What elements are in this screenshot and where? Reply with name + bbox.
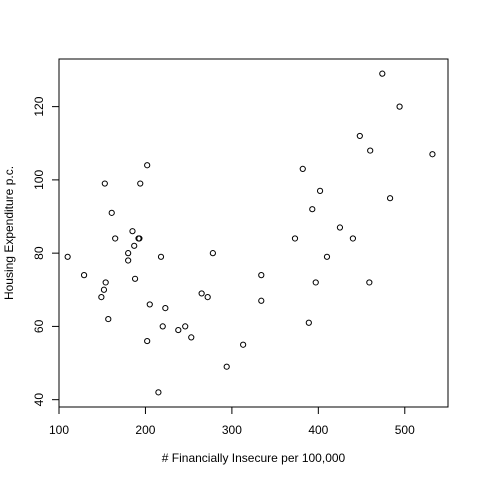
data-point <box>366 279 373 286</box>
data-point <box>204 294 211 301</box>
data-point <box>162 304 169 312</box>
x-tick-label: 500 <box>395 423 415 437</box>
data-point <box>129 228 136 235</box>
data-point <box>146 301 153 308</box>
data-point <box>155 389 162 396</box>
y-axis-label: Housing Expenditure p.c. <box>2 166 16 300</box>
data-point <box>396 103 403 110</box>
data-point <box>144 162 151 169</box>
data-point <box>157 253 165 260</box>
data-point <box>136 235 143 242</box>
data-point <box>240 341 247 348</box>
data-point <box>258 297 265 304</box>
data-point <box>198 290 205 297</box>
data-point <box>299 165 306 172</box>
data-point <box>291 235 299 242</box>
data-point <box>125 250 132 257</box>
x-axis-label: # Financially Insecure per 100,000 <box>162 451 346 465</box>
data-point <box>131 242 138 249</box>
data-point <box>356 132 363 140</box>
data-point <box>102 279 109 286</box>
x-tick-label: 400 <box>308 423 328 437</box>
data-point <box>323 253 331 260</box>
data-point <box>258 272 265 279</box>
x-axis: 100 200 300 400 500 <box>49 407 415 437</box>
data-point <box>159 323 166 330</box>
data-point <box>64 253 71 260</box>
data-point <box>80 272 88 279</box>
data-point <box>182 323 189 330</box>
data-point <box>305 319 312 326</box>
data-point <box>188 334 195 341</box>
y-tick-label: 120 <box>32 96 46 116</box>
data-point <box>316 187 324 194</box>
x-tick-label: 200 <box>135 423 155 437</box>
data-point <box>100 286 108 293</box>
data-point <box>309 206 316 213</box>
data-point <box>137 180 144 187</box>
data-point <box>429 151 436 158</box>
data-point <box>349 235 357 242</box>
data-point <box>125 257 132 264</box>
data-point <box>223 363 230 370</box>
data-point <box>312 279 319 286</box>
data-point <box>336 224 344 231</box>
data-point <box>108 209 115 216</box>
x-tick-label: 300 <box>222 423 242 437</box>
data-points <box>64 70 436 396</box>
data-point <box>367 147 374 154</box>
plot-frame <box>58 58 449 408</box>
data-point <box>131 275 139 282</box>
y-tick-label: 80 <box>32 246 46 260</box>
data-point <box>112 235 119 242</box>
data-point <box>175 326 182 334</box>
data-point <box>379 70 386 77</box>
y-tick-label: 40 <box>32 393 46 407</box>
data-point <box>105 315 112 323</box>
x-tick-label: 100 <box>49 423 69 437</box>
data-point <box>209 250 216 257</box>
y-axis: 40 60 80 100 120 <box>32 96 59 406</box>
data-point <box>386 195 394 202</box>
data-point <box>101 180 108 187</box>
y-tick-label: 60 <box>32 319 46 333</box>
y-tick-label: 100 <box>32 170 46 190</box>
data-point <box>144 337 151 345</box>
data-point <box>98 294 105 301</box>
